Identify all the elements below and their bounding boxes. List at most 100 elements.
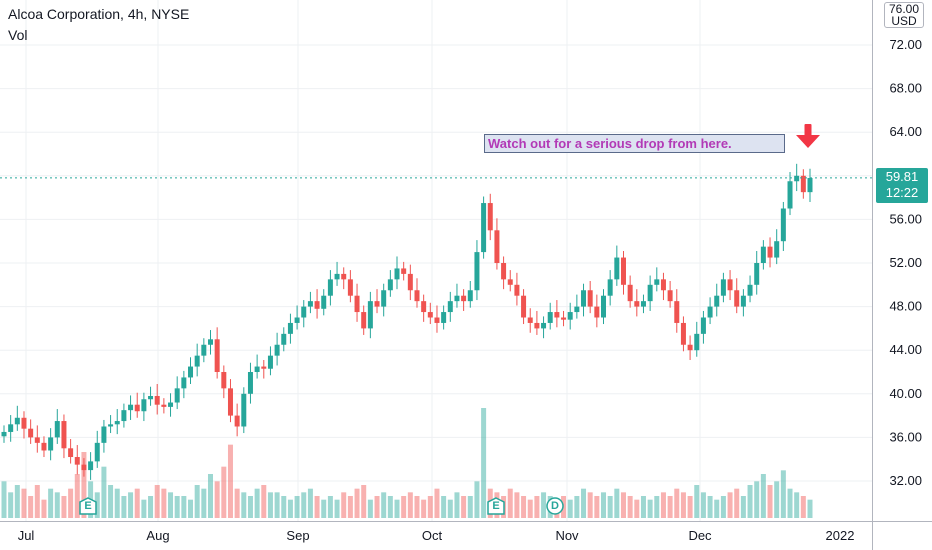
volume-label: Vol bbox=[8, 27, 28, 43]
time-axis[interactable]: Jul Aug Sep Oct Nov Dec 2022 bbox=[18, 528, 855, 543]
candle-body bbox=[787, 181, 793, 209]
candle-body bbox=[141, 399, 147, 412]
volume-bar bbox=[221, 466, 227, 518]
volume-bar bbox=[581, 488, 587, 518]
volume-bar bbox=[427, 496, 433, 518]
volume-bar bbox=[54, 492, 60, 518]
volume-bar bbox=[294, 496, 300, 518]
volume-bar bbox=[247, 496, 253, 518]
volume-bar bbox=[374, 496, 380, 518]
annotation-note[interactable]: Watch out for a serious drop from here. bbox=[484, 134, 785, 153]
candle-body bbox=[221, 372, 227, 389]
candle-body bbox=[774, 241, 780, 258]
volume-bar bbox=[134, 488, 140, 518]
candle-body bbox=[74, 457, 80, 465]
volume-bar bbox=[514, 492, 520, 518]
volume-bar bbox=[34, 485, 40, 518]
candle-body bbox=[34, 437, 40, 443]
candle-body bbox=[88, 461, 94, 471]
candle-body bbox=[214, 339, 220, 372]
volume-bar bbox=[207, 474, 213, 518]
candle-body bbox=[14, 417, 20, 425]
candle-body bbox=[640, 301, 646, 307]
volume-bar bbox=[634, 499, 640, 518]
time-tick-label: Nov bbox=[555, 528, 579, 543]
candle-body bbox=[1, 431, 7, 437]
candle-body bbox=[101, 426, 107, 443]
candle-body bbox=[461, 295, 467, 302]
candle-body bbox=[667, 290, 673, 302]
volume-bar bbox=[387, 496, 393, 518]
candle-body bbox=[447, 301, 453, 313]
candle-body bbox=[514, 284, 520, 296]
price-tick-label: 52.00 bbox=[889, 255, 922, 270]
volume-bar bbox=[361, 485, 367, 518]
candle-body bbox=[108, 424, 114, 427]
volume-bar bbox=[21, 488, 27, 518]
candle-body bbox=[114, 421, 120, 425]
volume-bar bbox=[254, 488, 260, 518]
volume-bar bbox=[114, 488, 120, 518]
volume-bar bbox=[727, 492, 733, 518]
candle-body bbox=[54, 421, 60, 438]
candle-body bbox=[434, 317, 440, 323]
time-tick-label: 2022 bbox=[826, 528, 855, 543]
volume-bar bbox=[261, 485, 267, 518]
candle-body bbox=[314, 301, 320, 309]
price-tick-label: 36.00 bbox=[889, 429, 922, 444]
candle-body bbox=[441, 312, 447, 323]
earnings-marker-icon[interactable]: E bbox=[79, 497, 97, 515]
volume-bar bbox=[807, 499, 813, 518]
volume-bar bbox=[527, 499, 533, 518]
candle-body bbox=[354, 295, 360, 313]
volume-bar bbox=[154, 485, 160, 518]
volume-bar bbox=[467, 496, 473, 518]
volume-bar bbox=[660, 492, 666, 518]
candle-body bbox=[740, 295, 746, 307]
candle-body bbox=[494, 230, 500, 263]
currency-badge[interactable]: 76.00 USD bbox=[884, 2, 924, 28]
candle-body bbox=[241, 393, 247, 427]
chart-title: Alcoa Corporation, 4h, NYSE bbox=[8, 6, 190, 22]
volume-bar bbox=[534, 496, 540, 518]
volume-bar bbox=[614, 488, 620, 518]
candle-body bbox=[647, 284, 653, 302]
volume-bar bbox=[28, 496, 34, 518]
volume-bar bbox=[627, 496, 633, 518]
candle-body bbox=[614, 257, 620, 280]
candle-body bbox=[427, 312, 433, 318]
volume-bar bbox=[407, 492, 413, 518]
candle-body bbox=[327, 279, 333, 296]
volume-bar bbox=[141, 499, 147, 518]
last-price-value: 59.81 bbox=[885, 169, 919, 184]
volume-bar bbox=[461, 496, 467, 518]
candle-body bbox=[341, 273, 347, 280]
currency-top-value: 76.00 bbox=[888, 2, 920, 16]
volume-bar bbox=[321, 499, 327, 518]
candle-body bbox=[467, 290, 473, 302]
candle-body bbox=[601, 295, 607, 318]
candle-body bbox=[227, 388, 233, 416]
dividend-marker-icon[interactable]: D bbox=[546, 497, 564, 515]
volume-bar bbox=[640, 496, 646, 518]
candle-body bbox=[780, 208, 786, 242]
time-tick-label: Oct bbox=[422, 528, 443, 543]
candle-body bbox=[561, 317, 567, 320]
candle-body bbox=[574, 306, 580, 313]
candle-body bbox=[620, 257, 626, 285]
volume-bar bbox=[694, 485, 700, 518]
candle-body bbox=[521, 295, 527, 318]
candle-body bbox=[674, 301, 680, 323]
volume-bar bbox=[81, 452, 87, 518]
volume-bar bbox=[794, 492, 800, 518]
candle-body bbox=[128, 404, 134, 411]
candle-body bbox=[587, 290, 593, 307]
candle-body bbox=[261, 366, 267, 369]
volume-bar bbox=[188, 499, 194, 518]
candle-body bbox=[714, 295, 720, 307]
earnings-marker-icon[interactable]: E bbox=[487, 497, 505, 515]
red-down-arrow-icon bbox=[796, 124, 820, 148]
candle-body bbox=[541, 322, 547, 329]
candle-body bbox=[694, 333, 700, 351]
